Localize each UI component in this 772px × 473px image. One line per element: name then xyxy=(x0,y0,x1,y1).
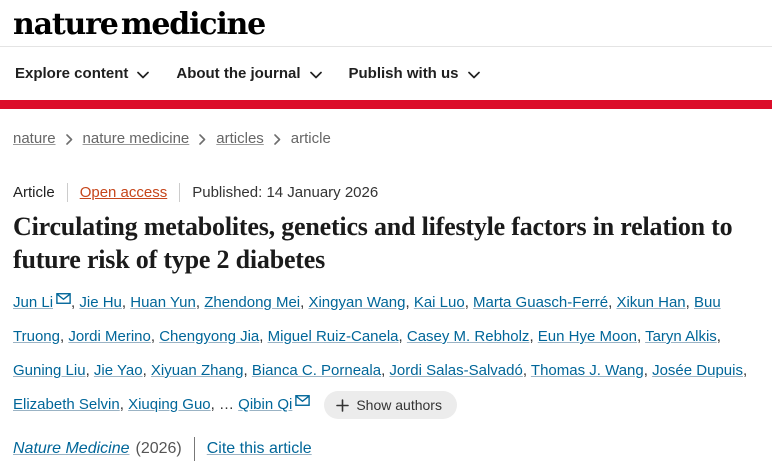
published-date: Published: 14 January 2026 xyxy=(192,184,379,201)
author-link[interactable]: Xikun Han xyxy=(616,294,686,311)
breadcrumb-item-nature-medicine[interactable]: nature medicine xyxy=(82,130,190,147)
author-link[interactable]: Elizabeth Selvin xyxy=(13,396,120,413)
citation-row: Nature Medicine (2026) Cite this article xyxy=(13,437,759,461)
author-link[interactable]: Xingyan Wang xyxy=(308,294,406,311)
author-link[interactable]: Thomas J. Wang xyxy=(530,362,644,379)
journal-logo[interactable]: nature medicine xyxy=(13,7,266,42)
author-separator: , xyxy=(742,362,748,379)
author-separator: , xyxy=(405,294,414,311)
author-link[interactable]: Jordi Salas-Salvadó xyxy=(389,362,523,379)
breadcrumb-item-articles[interactable]: articles xyxy=(216,130,264,147)
author-separator: , xyxy=(59,328,69,345)
author-link[interactable]: Marta Guasch-Ferré xyxy=(473,294,609,311)
author-link[interactable]: Jie Hu xyxy=(79,294,122,311)
article-type-label: Article xyxy=(13,184,55,201)
author-separator: , xyxy=(464,294,474,311)
author-separator: , xyxy=(637,328,646,345)
author-link[interactable]: Buu Truong xyxy=(13,294,721,345)
chevron-right-icon xyxy=(65,133,73,145)
article-meta: Article Open access Published: 14 Januar… xyxy=(13,183,759,202)
show-authors-button[interactable]: Show authors xyxy=(324,391,457,420)
author-link[interactable]: Miguel Ruiz-Canela xyxy=(267,328,399,345)
author-link[interactable]: Casey M. Rebholz xyxy=(406,328,530,345)
author-separator: , xyxy=(398,328,407,345)
breadcrumb: nature nature medicine articles article xyxy=(13,130,759,147)
nav-item-publish-with-us[interactable]: Publish with us xyxy=(349,65,480,82)
author-list: Jun Li, Jie Hu, Huan Yun, Zhendong Mei , … xyxy=(13,286,759,422)
breadcrumb-item-article: article xyxy=(290,130,331,147)
author-link[interactable]: Kai Luo xyxy=(413,294,465,311)
chevron-down-icon xyxy=(137,71,150,79)
author-link[interactable]: Zhendong Mei xyxy=(204,294,301,311)
nav-item-about-the-journal[interactable]: About the journal xyxy=(176,65,322,82)
author-separator: , xyxy=(529,328,538,345)
author-separator: , xyxy=(119,396,129,413)
author-ellipsis: , … xyxy=(210,396,239,413)
separator xyxy=(193,437,195,461)
chevron-down-icon xyxy=(309,71,322,79)
author-separator: , xyxy=(71,294,80,311)
plus-icon xyxy=(336,399,350,412)
chevron-right-icon xyxy=(273,133,281,145)
author-link[interactable]: Chengyong Jia xyxy=(159,328,260,345)
nav-item-label: About the journal xyxy=(176,65,301,82)
separator xyxy=(179,183,181,202)
author-separator: , xyxy=(121,294,131,311)
author-link[interactable]: Taryn Alkis xyxy=(645,328,717,345)
cite-article-link[interactable]: Cite this article xyxy=(206,440,312,457)
author-link[interactable]: Xiuqing Guo xyxy=(128,396,211,413)
author-separator: , xyxy=(716,328,721,345)
author-link[interactable]: Jordi Merino xyxy=(68,328,151,345)
author-separator: , xyxy=(300,294,309,311)
logo-row: nature medicine xyxy=(0,0,772,47)
author-separator: , xyxy=(522,362,531,379)
author-link[interactable]: Guning Liu xyxy=(13,362,86,379)
envelope-icon[interactable] xyxy=(56,283,71,317)
nav-item-explore-content[interactable]: Explore content xyxy=(15,65,150,82)
author-separator: , xyxy=(643,362,653,379)
journal-link[interactable]: Nature Medicine xyxy=(13,440,130,457)
nav-item-label: Explore content xyxy=(15,65,129,82)
author-link[interactable]: Bianca C. Porneala xyxy=(251,362,382,379)
author-link[interactable]: Jun Li xyxy=(13,294,54,311)
accent-bar xyxy=(0,100,772,109)
site-header: nature medicine Explore content About the… xyxy=(0,0,772,109)
envelope-icon[interactable] xyxy=(295,385,311,419)
main-nav: Explore content About the journal Publish … xyxy=(0,47,772,100)
author-link[interactable]: Xiyuan Zhang xyxy=(150,362,244,379)
chevron-down-icon xyxy=(467,71,480,79)
chevron-right-icon xyxy=(199,133,206,145)
author-separator: , xyxy=(259,328,268,345)
separator xyxy=(66,183,68,202)
author-separator: , xyxy=(142,362,151,379)
breadcrumb-item-nature[interactable]: nature xyxy=(13,130,56,147)
open-access-link[interactable]: Open access xyxy=(79,184,168,201)
author-separator: , xyxy=(381,362,390,379)
author-link[interactable]: Eun Hye Moon xyxy=(537,328,638,345)
article-title: Circulating metabolites, genetics and li… xyxy=(13,212,733,274)
author-separator: , xyxy=(685,294,694,311)
author-link[interactable]: Jie Yao xyxy=(93,362,143,379)
show-authors-label: Show authors xyxy=(356,397,442,414)
author-separator: , xyxy=(85,362,94,379)
author-link[interactable]: Qibin Qi xyxy=(238,396,293,413)
author-link[interactable]: Huan Yun xyxy=(130,294,196,311)
author-separator: , xyxy=(243,362,252,379)
author-separator: , xyxy=(150,328,160,345)
author-separator: , xyxy=(608,294,617,311)
citation-year: (2026) xyxy=(135,440,182,457)
author-separator: , xyxy=(195,294,205,311)
nav-item-label: Publish with us xyxy=(348,65,459,82)
author-link[interactable]: Josée Dupuis xyxy=(652,362,743,379)
